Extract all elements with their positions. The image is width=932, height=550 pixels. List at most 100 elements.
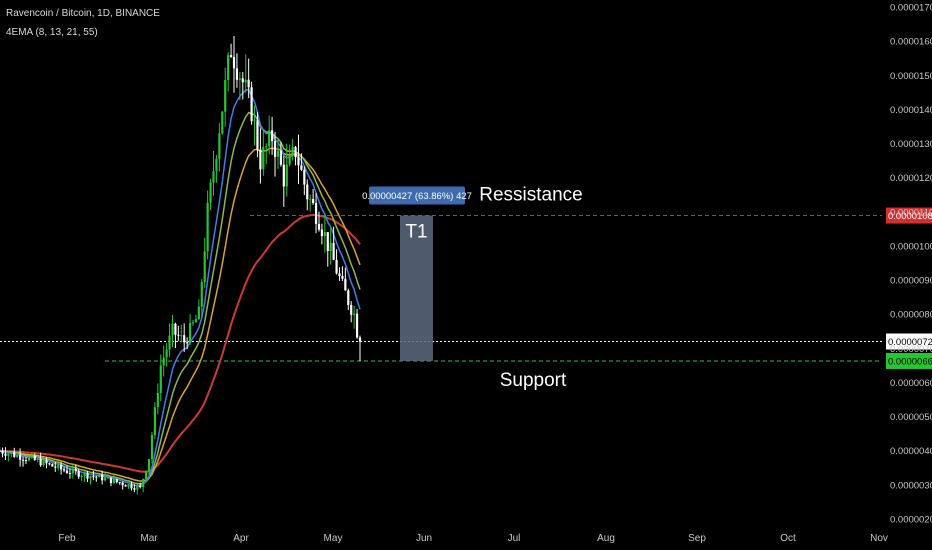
- candle-body: [48, 463, 51, 465]
- candle-body: [279, 150, 282, 165]
- candle-body: [54, 466, 57, 468]
- candle-body: [165, 349, 168, 358]
- ema-21-line: [0, 147, 361, 482]
- chart-symbol-title: Ravencoin / Bitcoin, 1D, BINANCE: [6, 8, 160, 19]
- candle-body: [353, 313, 356, 315]
- y-tick-label: 0.00000700: [890, 344, 932, 355]
- y-tick-label: 0.00001600: [890, 37, 932, 48]
- candle-body: [188, 323, 192, 343]
- candle-body: [62, 469, 66, 471]
- candle-body: [112, 479, 115, 484]
- candle-body: [314, 203, 318, 224]
- candle-body: [259, 149, 262, 170]
- candle-body: [232, 56, 236, 69]
- candle-body: [106, 477, 110, 479]
- candle-body: [209, 182, 212, 203]
- candle-body: [282, 164, 285, 187]
- candle-body: [147, 459, 151, 471]
- candle-body: [358, 337, 362, 342]
- resistance-label: Ressistance: [479, 185, 583, 206]
- x-tick-label: Jul: [508, 533, 521, 544]
- candle-body: [341, 275, 344, 279]
- indicator-legend[interactable]: 4EMA (8, 13, 21, 55): [6, 27, 98, 38]
- candle-body: [218, 133, 221, 159]
- candle-body: [335, 259, 338, 274]
- y-tick-label: 0.00001300: [890, 139, 932, 150]
- candle-body: [174, 323, 177, 335]
- candle-body: [262, 147, 265, 170]
- target-label: T1: [405, 222, 427, 243]
- candle-body: [344, 278, 347, 291]
- candle-body: [350, 304, 353, 315]
- x-tick-label: Nov: [870, 533, 888, 544]
- candle-body: [16, 454, 19, 457]
- candle-body: [238, 78, 241, 80]
- candle-body: [212, 171, 215, 183]
- support-label: Support: [500, 370, 567, 391]
- candle-body: [145, 470, 148, 479]
- y-tick-label: 0.00000300: [890, 480, 932, 491]
- candle-body: [332, 242, 335, 260]
- candle-body: [247, 79, 250, 88]
- candle-body: [177, 334, 180, 336]
- candle-body: [229, 55, 233, 57]
- candle-body: [115, 479, 118, 483]
- y-tick-label: 0.00001400: [890, 105, 932, 116]
- candle-body: [1, 450, 4, 454]
- resistance-price-tag-bg: [886, 207, 932, 224]
- candle-body: [77, 471, 80, 477]
- candle-body: [68, 473, 72, 475]
- candle-body: [133, 488, 136, 490]
- candle-body: [347, 290, 350, 305]
- candle-body: [338, 273, 341, 276]
- candle-body: [95, 476, 98, 478]
- candle-body: [65, 470, 69, 474]
- candle-body: [4, 453, 7, 456]
- y-tick-label: 0.00000500: [890, 412, 932, 423]
- y-tick-label: 0.00000600: [890, 378, 932, 389]
- candle-body: [200, 282, 203, 307]
- candle-body: [312, 199, 315, 204]
- candle-body: [235, 68, 239, 80]
- candle-body: [21, 459, 25, 461]
- y-tick-label: 0.00000800: [890, 310, 932, 321]
- candle-body: [19, 454, 22, 460]
- candle-body: [186, 342, 189, 344]
- support-price-tag: 0.00000663: [888, 356, 932, 367]
- candle-body: [27, 457, 31, 461]
- candle-body: [253, 120, 256, 122]
- candle-body: [36, 458, 39, 460]
- x-tick-label: Feb: [58, 533, 76, 544]
- candle-body: [162, 357, 165, 366]
- candle-body: [10, 452, 13, 454]
- annotations: T1 0.00000427 (63.86%) 427 Ressistance Supp…: [362, 185, 932, 391]
- candle-body: [183, 335, 186, 343]
- candle-body: [57, 464, 60, 468]
- candle-body: [45, 460, 48, 464]
- x-tick-label: Mar: [140, 533, 158, 544]
- candle-body: [355, 313, 359, 338]
- candle-body: [168, 335, 171, 350]
- x-tick-label: May: [324, 533, 343, 544]
- candle-body: [118, 482, 121, 484]
- candle-body: [180, 335, 183, 337]
- candle-body: [83, 473, 86, 476]
- candle-body: [221, 111, 224, 134]
- candle-body: [191, 322, 195, 324]
- candle-body: [130, 484, 133, 489]
- candle-body: [142, 478, 145, 487]
- candle-body: [51, 463, 54, 467]
- candle-body: [276, 150, 280, 157]
- candle-body: [227, 55, 230, 80]
- current-price-tag-bg: [886, 333, 932, 350]
- x-tick-label: Aug: [597, 533, 615, 544]
- price-level-lines: [0, 215, 882, 362]
- candle-body: [39, 458, 42, 466]
- candle-body: [323, 232, 326, 237]
- candle-body: [306, 184, 309, 200]
- candle-body: [320, 229, 324, 237]
- candle-body: [215, 158, 218, 172]
- candle-body: [98, 474, 101, 478]
